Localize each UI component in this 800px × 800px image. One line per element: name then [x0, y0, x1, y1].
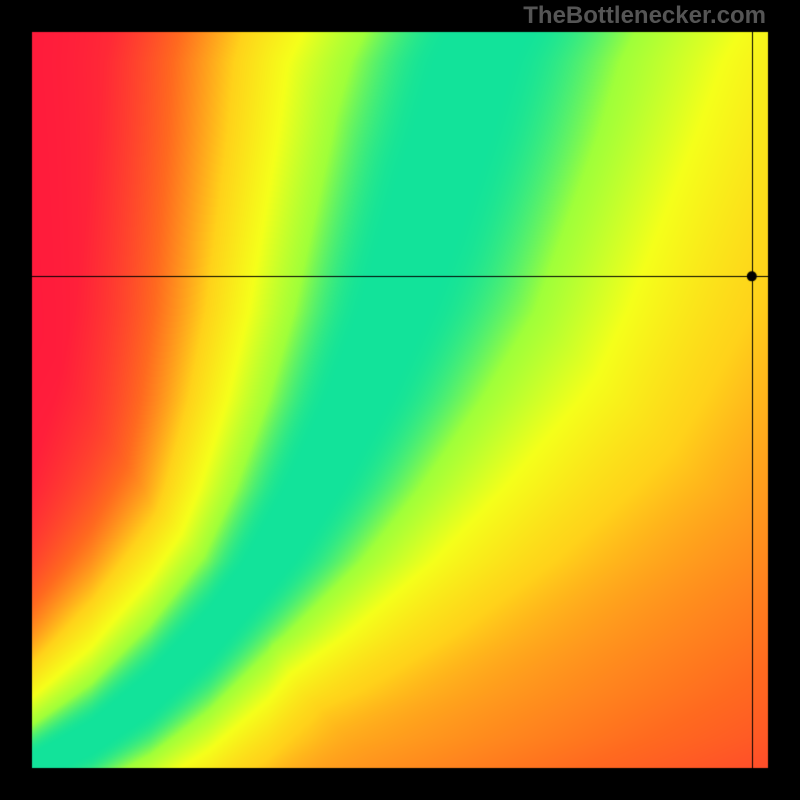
chart-container: TheBottlenecker.com: [0, 0, 800, 800]
watermark-text: TheBottlenecker.com: [523, 2, 766, 30]
bottleneck-heatmap: [0, 0, 800, 800]
